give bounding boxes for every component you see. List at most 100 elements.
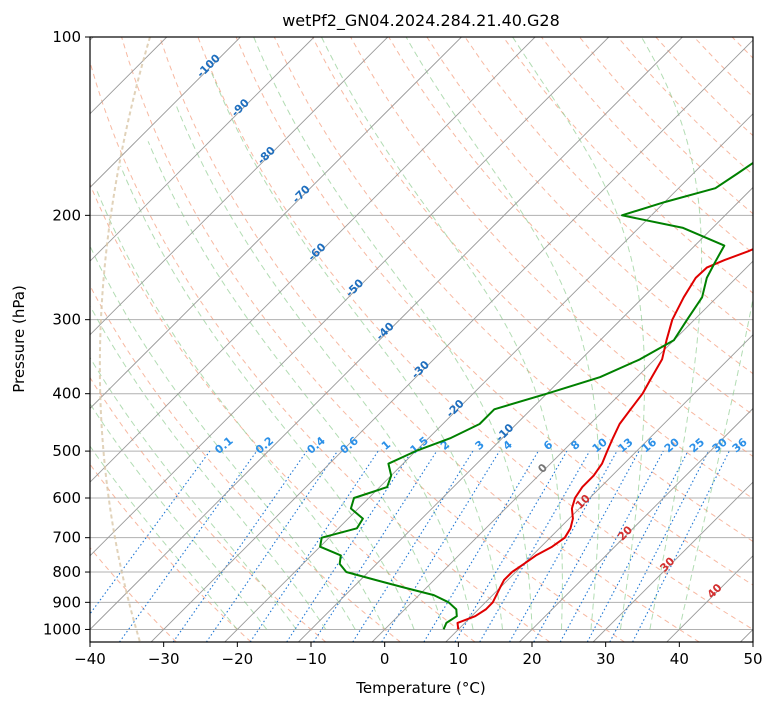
moist-adiabat — [90, 244, 356, 630]
moist-adiabat — [147, 141, 445, 630]
mixing-ratio-line — [205, 450, 338, 642]
dry-adiabat — [159, 37, 700, 642]
dry-adiabat — [90, 546, 177, 642]
mixing-ratio-line — [172, 450, 308, 642]
isotherm-line — [90, 37, 610, 557]
isotherm-label: 40 — [705, 581, 725, 601]
moist-adiabat — [90, 356, 297, 630]
mixing-ratio-label: 6 — [541, 438, 555, 453]
moist-adiabat — [90, 304, 327, 630]
x-tick-label: 50 — [743, 650, 762, 668]
dry-adiabat — [90, 463, 252, 642]
mixing-ratio-label: 0.1 — [212, 434, 235, 456]
mixing-ratio-line — [381, 450, 500, 642]
isotherm-gridlines — [90, 37, 753, 642]
mixing-ratio-label: 0.2 — [253, 434, 276, 456]
moist-adiabat — [175, 104, 474, 630]
y-tick-label: 200 — [52, 206, 81, 224]
dry-adiabat — [121, 37, 625, 642]
isotherm-line — [740, 628, 753, 642]
x-tick-label: −20 — [222, 650, 254, 668]
mixing-ratio-line — [423, 450, 539, 642]
dry-adiabat — [197, 37, 753, 630]
dry-adiabat — [693, 37, 753, 98]
dry-adiabat — [350, 37, 753, 458]
x-tick-label: 30 — [596, 650, 615, 668]
isotherm-line — [90, 37, 683, 631]
isotherm-label: -80 — [255, 144, 278, 167]
moist-adiabat — [405, 37, 600, 630]
y-tick-label: 900 — [52, 593, 81, 611]
mixing-ratio-label: 0.6 — [338, 434, 362, 457]
mixing-ratio-label: 30 — [710, 435, 730, 455]
isotherm-line — [371, 260, 753, 642]
moist-adiabat — [512, 37, 646, 630]
dry-adiabat — [90, 284, 401, 642]
mixing-ratio-line — [559, 450, 664, 642]
y-tick-label: 300 — [52, 311, 81, 329]
x-tick-label: 20 — [522, 650, 541, 668]
mixing-ratio-line — [509, 450, 618, 642]
x-tick-label: 10 — [449, 650, 468, 668]
y-tick-label: 400 — [52, 385, 81, 403]
dry-adiabat — [770, 37, 775, 642]
y-tick-label: 700 — [52, 529, 81, 547]
reference-arc — [98, 37, 151, 642]
isotherm-label: -40 — [373, 320, 396, 343]
dry-adiabat — [617, 37, 753, 176]
isotherm-line — [519, 407, 753, 642]
mixing-ratio-label: 36 — [730, 435, 750, 455]
mixing-ratio-line — [249, 450, 379, 642]
isotherm-line — [298, 186, 753, 642]
isotherm-line — [224, 113, 753, 642]
x-axis-title: Temperature (°C) — [355, 679, 485, 697]
isotherm-line — [445, 334, 753, 642]
isotherm-line — [90, 37, 241, 189]
moist-adiabat — [253, 37, 533, 630]
moist-adiabat — [95, 188, 386, 630]
isotherm-label: 0 — [535, 461, 550, 476]
x-tick-label: 40 — [670, 650, 689, 668]
dry-adiabat — [464, 37, 753, 334]
mixing-ratio-lines — [90, 450, 730, 642]
isobar-gridlines — [90, 37, 753, 630]
sounding-series — [319, 161, 753, 630]
dry-adiabat — [235, 37, 753, 586]
mixing-ratio-label: 25 — [687, 436, 707, 456]
dry-adiabat — [541, 37, 753, 254]
reference-arc — [98, 37, 151, 642]
dry-adiabat — [579, 37, 753, 215]
mixing-ratio-line — [286, 450, 413, 642]
y-axis-title: Pressure (hPa) — [10, 285, 28, 393]
mixing-ratio-label: 13 — [615, 436, 635, 456]
isotherm-line — [150, 39, 753, 642]
mixing-ratio-label: 20 — [662, 435, 682, 455]
mixing-ratio-line — [479, 450, 591, 642]
dry-adiabat — [90, 376, 327, 642]
isotherm-label: -30 — [409, 358, 432, 381]
dry-adiabat — [502, 37, 753, 294]
isotherm-label: -70 — [290, 182, 313, 205]
isotherm-line — [666, 555, 753, 642]
isotherm-label: -50 — [343, 276, 366, 299]
dry-adiabat — [388, 37, 753, 416]
mixing-ratio-line — [313, 450, 438, 642]
moist-adiabat — [321, 37, 563, 630]
chart-title: wetPf2_GN04.2024.284.21.40.G28 — [282, 11, 560, 31]
x-tick-label: 0 — [380, 650, 390, 668]
moist-adiabat — [120, 165, 415, 630]
x-tick-label: −40 — [74, 650, 106, 668]
isotherm-line — [90, 37, 315, 262]
temperature-line — [456, 248, 753, 630]
isotherm-label: -100 — [194, 51, 223, 80]
isotherm-label: -10 — [493, 421, 516, 444]
moist-adiabat — [641, 37, 703, 630]
y-tick-label: 1000 — [43, 620, 81, 638]
moist-adiabat — [90, 445, 238, 630]
y-tick-label: 100 — [52, 28, 81, 46]
mixing-ratio-line — [632, 450, 730, 642]
mixing-ratio-line — [533, 450, 640, 642]
y-tick-label: 800 — [52, 563, 81, 581]
x-axis-ticks: −40 −30 −20 −10 0 10 20 30 40 50 — [74, 642, 763, 668]
isotherm-line — [90, 37, 462, 410]
